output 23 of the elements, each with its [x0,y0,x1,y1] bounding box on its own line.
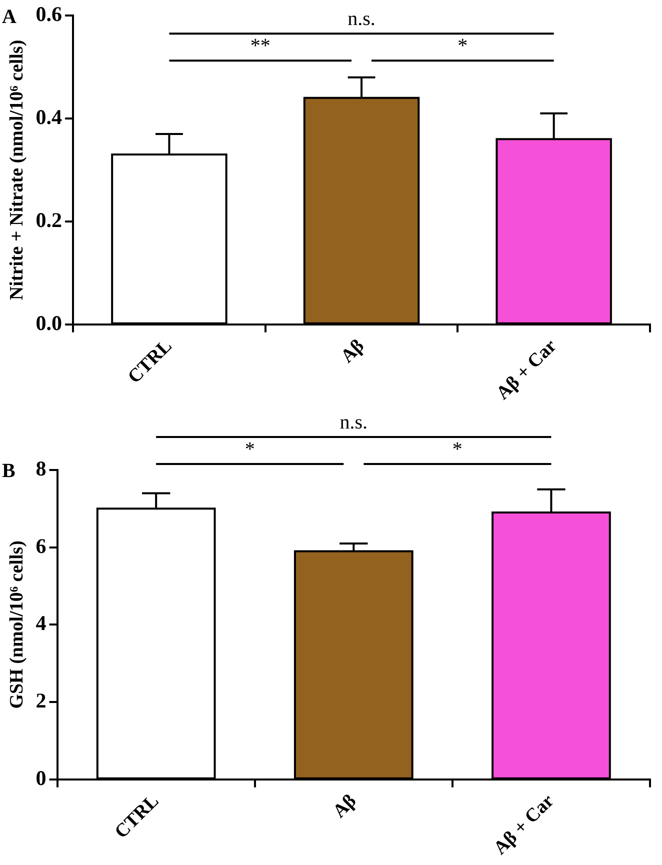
x-tick-label: Aβ [336,336,369,368]
x-tick-label: Aβ [329,790,361,822]
y-tick-label: 2 [36,688,46,712]
text: * [452,438,462,460]
text: * [244,438,255,460]
y-tick-label: 8 [36,456,46,480]
y-tick-label: 0.6 [36,2,62,26]
annotation: ** [250,34,270,57]
y-axis-title: GSH (nmol/10⁶ cells) [6,540,28,709]
x-tick-label: Aβ + Car [492,335,562,404]
y-tick-label: 0.4 [36,104,63,129]
annotation: n.s. [348,8,376,30]
chart-title: A [2,6,17,28]
x-tick-label: Aβ + Car [490,790,559,859]
y-tick-label: 0.2 [36,208,62,232]
y-tick-label: 0 [36,766,46,790]
text: n.s. [340,411,368,434]
chart-title: B [2,460,16,482]
y-tick-label: 6 [36,534,46,558]
annotation: * [458,34,468,57]
y-tick-label: 4 [36,611,47,636]
y-axis-title: Nitrite + Nitrate (nmol/10⁶ cells) [6,40,28,300]
y-tick-label: 0.0 [36,310,62,335]
